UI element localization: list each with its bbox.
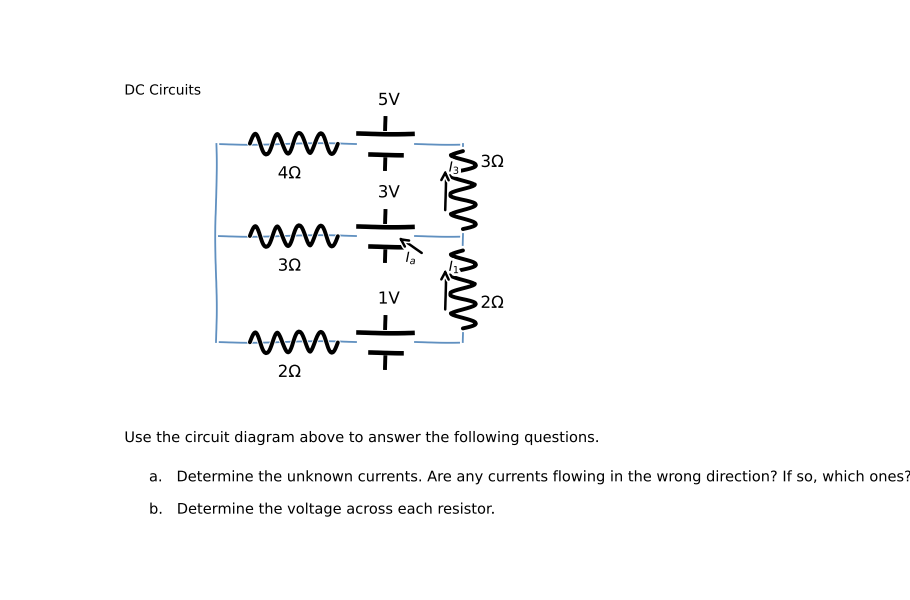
- Text: DC Circuits: DC Circuits: [125, 83, 201, 98]
- Text: 1V: 1V: [378, 290, 399, 308]
- Text: $2\Omega$: $2\Omega$: [480, 294, 505, 312]
- Text: 5V: 5V: [378, 91, 399, 109]
- Text: $4\Omega$: $4\Omega$: [278, 164, 302, 182]
- Text: $2\Omega$: $2\Omega$: [278, 363, 302, 381]
- Text: Use the circuit diagram above to answer the following questions.: Use the circuit diagram above to answer …: [125, 430, 602, 445]
- Text: $3\Omega$: $3\Omega$: [278, 257, 302, 275]
- Text: 3V: 3V: [378, 184, 399, 202]
- Text: $3\Omega$: $3\Omega$: [480, 153, 505, 171]
- Text: $I_a$: $I_a$: [406, 250, 417, 266]
- Text: $I_1$: $I_1$: [449, 259, 460, 275]
- Text: a.   Determine the unknown currents. Are any currents flowing in the wrong direc: a. Determine the unknown currents. Are a…: [149, 469, 910, 484]
- Text: $I_3$: $I_3$: [449, 160, 460, 176]
- Text: b.   Determine the voltage across each resistor.: b. Determine the voltage across each res…: [149, 502, 498, 517]
